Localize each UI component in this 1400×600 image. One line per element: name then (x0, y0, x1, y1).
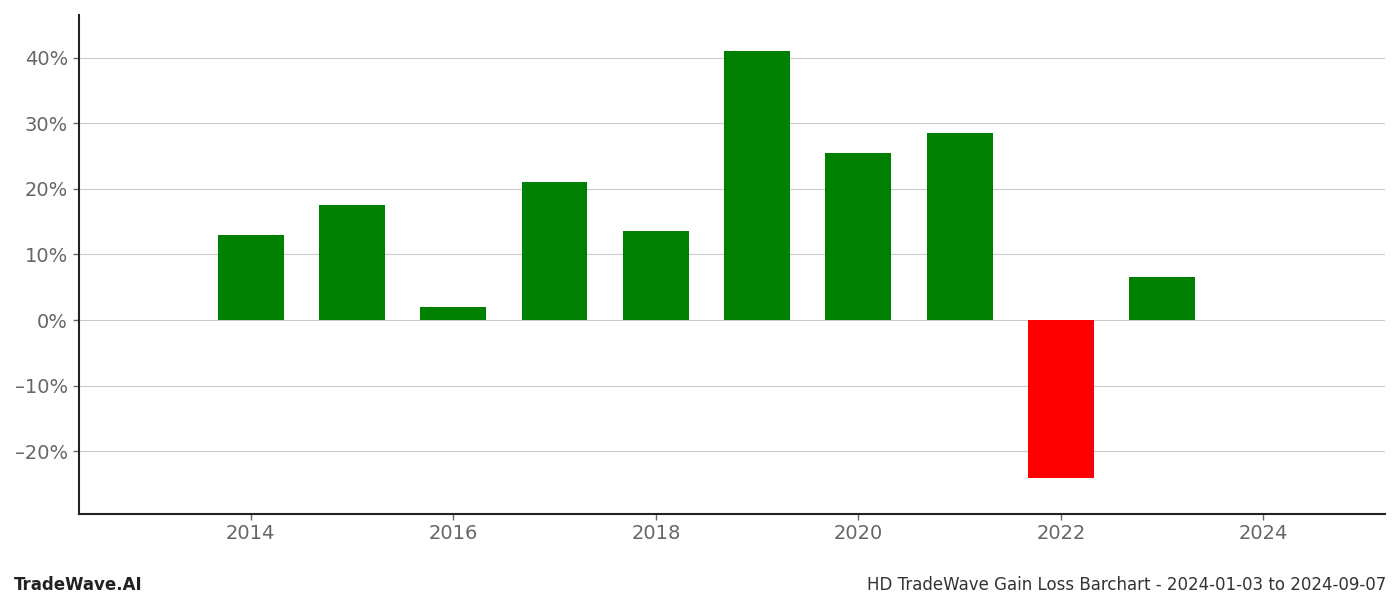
Bar (1028, 320, 1093, 478)
Bar (724, 51, 790, 320)
Text: HD TradeWave Gain Loss Barchart - 2024-01-03 to 2024-09-07: HD TradeWave Gain Loss Barchart - 2024-0… (867, 576, 1386, 594)
Bar (927, 133, 993, 320)
Bar (623, 232, 689, 320)
Bar (522, 182, 588, 320)
Bar (218, 235, 284, 320)
Text: TradeWave.AI: TradeWave.AI (14, 576, 143, 594)
Bar (420, 307, 486, 320)
Bar (826, 153, 892, 320)
Bar (1130, 277, 1196, 320)
Bar (319, 205, 385, 320)
